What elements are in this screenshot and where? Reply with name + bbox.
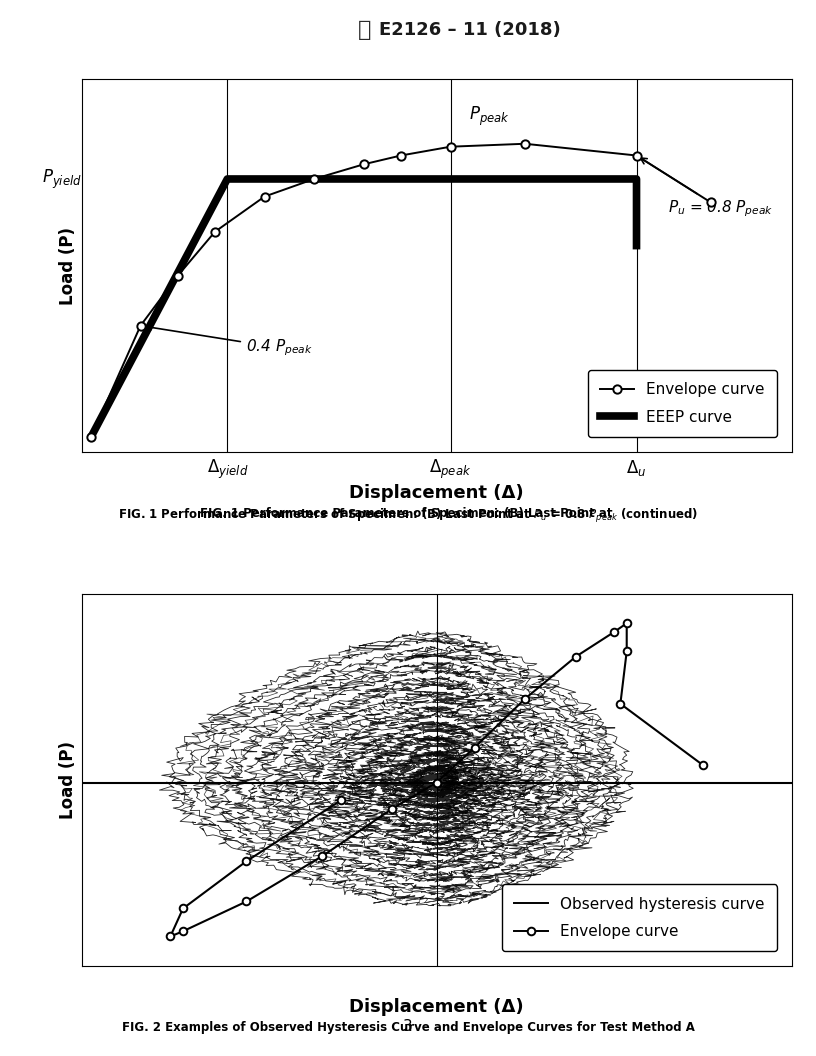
Text: $\Delta_{yield}$: $\Delta_{yield}$ bbox=[206, 457, 248, 480]
Text: $P_u$ = 0.8 $P_{peak}$: $P_u$ = 0.8 $P_{peak}$ bbox=[641, 158, 773, 219]
Text: Displacement (Δ): Displacement (Δ) bbox=[349, 484, 524, 502]
Text: $P_{peak}$: $P_{peak}$ bbox=[469, 105, 510, 128]
Legend: Observed hysteresis curve, Envelope curve: Observed hysteresis curve, Envelope curv… bbox=[502, 885, 777, 951]
Text: $\Delta_u$: $\Delta_u$ bbox=[627, 457, 647, 477]
Legend: Envelope curve, EEEP curve: Envelope curve, EEEP curve bbox=[588, 371, 777, 437]
Text: Displacement (Δ): Displacement (Δ) bbox=[349, 998, 524, 1016]
Text: FIG. 1 Performance Parameters of Specimen: (B) Last Point at $P_u$ = 0.8 $P_{pea: FIG. 1 Performance Parameters of Specime… bbox=[118, 507, 698, 525]
Text: $P_{yield}$: $P_{yield}$ bbox=[42, 168, 82, 190]
Text: FIG. 1 Performance Parameters of Specimen: (B) Last Point at: FIG. 1 Performance Parameters of Specime… bbox=[200, 507, 616, 520]
Text: Ⓘ: Ⓘ bbox=[358, 20, 371, 39]
Text: 3: 3 bbox=[403, 1019, 413, 1034]
Text: E2126 – 11 (2018): E2126 – 11 (2018) bbox=[379, 20, 561, 39]
Text: $\Delta_{peak}$: $\Delta_{peak}$ bbox=[429, 457, 472, 480]
Text: FIG. 2 Examples of Observed Hysteresis Curve and Envelope Curves for Test Method: FIG. 2 Examples of Observed Hysteresis C… bbox=[122, 1021, 694, 1034]
Y-axis label: Load (P): Load (P) bbox=[60, 741, 78, 818]
Text: 0.4 $P_{peak}$: 0.4 $P_{peak}$ bbox=[145, 324, 313, 358]
Y-axis label: Load (P): Load (P) bbox=[60, 227, 78, 304]
